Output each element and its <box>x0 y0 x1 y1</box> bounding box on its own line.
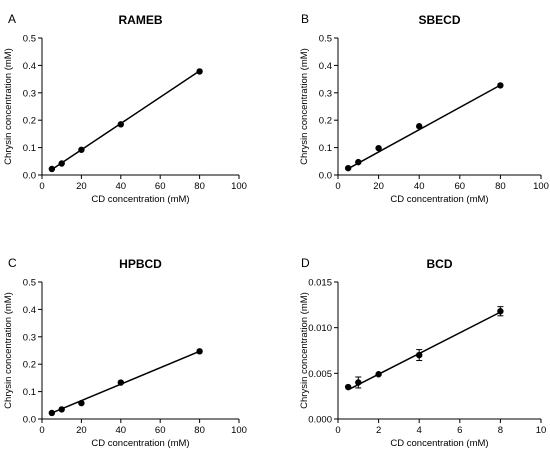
x-tick-label: 60 <box>155 425 166 436</box>
x-tick-label: 80 <box>194 425 205 436</box>
data-point <box>117 379 125 386</box>
y-tick-label: 0.2 <box>23 360 36 371</box>
chart-panel-b: B SBECD 0 20 40 60 80 100 0.0 0.1 0.2 0.3 0.4 0.5 CD c… <box>299 12 549 205</box>
data-point <box>355 158 362 166</box>
x-tick-label: 100 <box>231 181 247 192</box>
x-tick-label: 6 <box>457 425 462 436</box>
x-tick-label: 40 <box>116 425 127 436</box>
data-point <box>344 164 352 172</box>
x-axis-label: CD concentration (mM) <box>91 438 189 449</box>
x-tick-label: 0 <box>39 181 44 192</box>
x-tick-label: 0 <box>335 181 340 192</box>
x-tick-label: 0 <box>335 425 340 436</box>
panel-letter: D <box>301 256 310 270</box>
y-tick-label: 0.0 <box>319 171 332 182</box>
x-tick-label: 0 <box>39 425 44 436</box>
y-axis-label: Chrysin concentration (mM) <box>299 48 310 165</box>
data-point <box>78 146 85 153</box>
x-tick-label: 80 <box>495 181 506 192</box>
y-tick-label: 0.5 <box>23 278 36 289</box>
data-point <box>48 165 56 173</box>
data-point <box>196 348 203 355</box>
data-point <box>117 121 125 128</box>
panel-letter: C <box>8 256 17 270</box>
chart-panel-d: D BCD 0 2 4 6 8 10 0.000 0.005 0.010 0.015 CD concen… <box>299 256 546 449</box>
y-tick-label: 0.4 <box>23 305 36 316</box>
data-point <box>355 379 362 386</box>
y-tick-label: 0.015 <box>308 278 332 289</box>
data-point <box>416 123 423 130</box>
y-tick-label: 0.1 <box>319 143 332 154</box>
data-point <box>344 383 352 391</box>
x-tick-label: 80 <box>194 181 205 192</box>
data-point <box>58 406 65 413</box>
x-tick-label: 8 <box>498 425 503 436</box>
chart-panel-a: A RAMEB 0 20 40 60 80 100 0.0 0.1 0.2 0.3 0.4 0.5 CD c… <box>3 12 247 205</box>
y-tick-label: 0.0 <box>23 415 36 426</box>
data-point <box>58 160 65 167</box>
chart-title: BCD <box>427 257 453 271</box>
y-tick-label: 0.0 <box>23 171 36 182</box>
chart-title: HPBCD <box>119 257 162 271</box>
y-tick-label: 0.4 <box>319 61 332 72</box>
y-axis-label: Chrysin concentration (mM) <box>3 48 14 165</box>
x-tick-label: 60 <box>455 181 466 192</box>
panel-letter: A <box>8 12 16 26</box>
data-point <box>78 399 85 407</box>
x-tick-label: 2 <box>376 425 381 436</box>
data-point <box>416 351 423 359</box>
x-tick-label: 4 <box>417 425 422 436</box>
x-axis-label: CD concentration (mM) <box>390 438 488 449</box>
data-point <box>497 82 504 89</box>
data-point <box>375 144 382 152</box>
data-point <box>497 308 504 315</box>
y-axis-label: Chrysin concentration (mM) <box>3 292 14 409</box>
x-axis-label: CD concentration (mM) <box>91 194 189 205</box>
y-tick-label: 0.3 <box>23 88 36 99</box>
x-tick-label: 40 <box>116 181 127 192</box>
chart-title: SBECD <box>418 13 460 27</box>
x-axis-label: CD concentration (mM) <box>390 194 488 205</box>
y-tick-label: 0.4 <box>23 61 36 72</box>
y-tick-label: 0.1 <box>23 387 36 398</box>
y-tick-label: 0.3 <box>319 88 332 99</box>
y-tick-label: 0.2 <box>319 116 332 127</box>
x-tick-label: 20 <box>76 425 87 436</box>
y-tick-label: 0.5 <box>23 34 36 45</box>
y-tick-label: 0.2 <box>23 116 36 127</box>
y-tick-label: 0.005 <box>308 369 332 380</box>
x-tick-label: 100 <box>231 425 247 436</box>
x-tick-label: 60 <box>155 181 166 192</box>
panel-letter: B <box>301 12 309 26</box>
y-tick-label: 0.3 <box>23 332 36 343</box>
y-tick-label: 0.010 <box>308 323 332 334</box>
data-point <box>196 68 203 75</box>
regression-line <box>51 70 201 171</box>
x-tick-label: 40 <box>414 181 425 192</box>
x-tick-label: 100 <box>533 181 549 192</box>
x-tick-label: 10 <box>536 425 547 436</box>
chart-title: RAMEB <box>119 13 163 27</box>
regression-line <box>347 84 501 170</box>
data-point <box>375 371 382 378</box>
x-tick-label: 20 <box>76 181 87 192</box>
y-tick-label: 0.5 <box>319 34 332 45</box>
regression-line <box>347 311 501 391</box>
y-axis-label: Chrysin concentration (mM) <box>299 292 310 409</box>
chart-panel-c: C HPBCD 0 20 40 60 80 100 0.0 0.1 0.2 0.3 0.4 0.5 CD c… <box>3 256 247 449</box>
y-tick-label: 0.000 <box>308 415 332 426</box>
data-point <box>48 409 56 417</box>
x-tick-label: 20 <box>373 181 384 192</box>
y-tick-label: 0.1 <box>23 143 36 154</box>
regression-line <box>51 350 200 414</box>
